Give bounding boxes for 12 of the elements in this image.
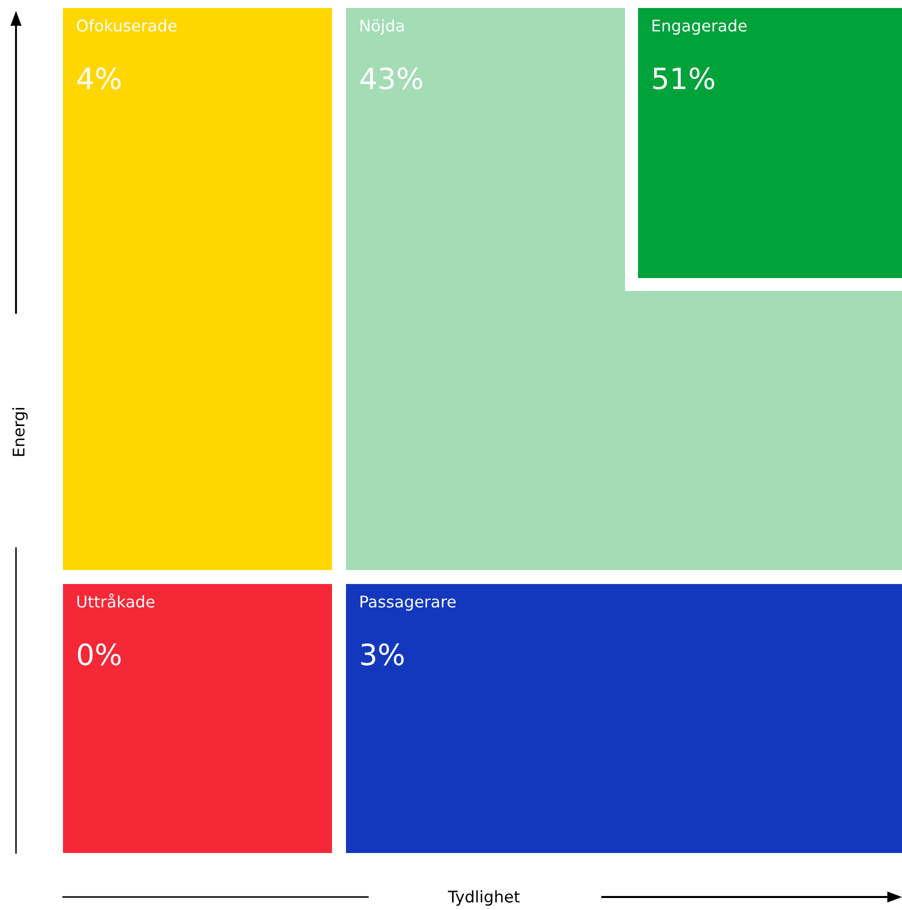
category-label: Uttråkade bbox=[77, 593, 154, 608]
category-label: Engagerade bbox=[652, 19, 747, 35]
data-label: 51% bbox=[653, 67, 714, 90]
data-label: 3% bbox=[361, 643, 404, 666]
category-label: Nöjda bbox=[360, 19, 404, 35]
text: Tydlighet bbox=[448, 890, 520, 906]
category-label: Passagerare bbox=[360, 596, 456, 611]
text: Energi bbox=[12, 408, 28, 456]
category-label: Ofokuserade bbox=[76, 19, 176, 32]
data-label: 43% bbox=[360, 67, 422, 90]
data-label: 0% bbox=[78, 643, 121, 666]
data-label: 4% bbox=[77, 67, 121, 90]
